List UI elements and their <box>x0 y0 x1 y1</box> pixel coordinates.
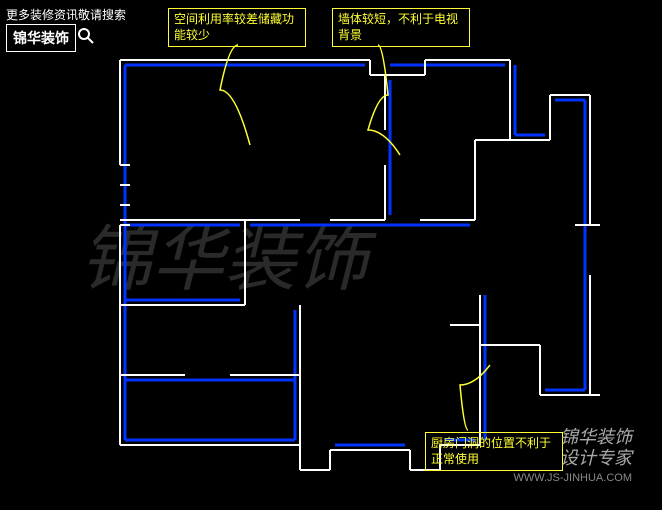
watermark-url: WWW.JS-JINHUA.COM <box>513 472 632 484</box>
watermark-brand-small: 锦华装饰 设计专家 <box>560 427 632 470</box>
annotation-1: 墙体较短，不利于电视背景 <box>332 8 470 47</box>
annotation-0: 空间利用率较差储藏功能较少 <box>168 8 306 47</box>
watermark-line2: 设计专家 <box>560 448 632 470</box>
watermark-line1: 锦华装饰 <box>560 427 632 449</box>
annotation-2: 厨房门洞的位置不利于正常使用 <box>425 432 563 471</box>
